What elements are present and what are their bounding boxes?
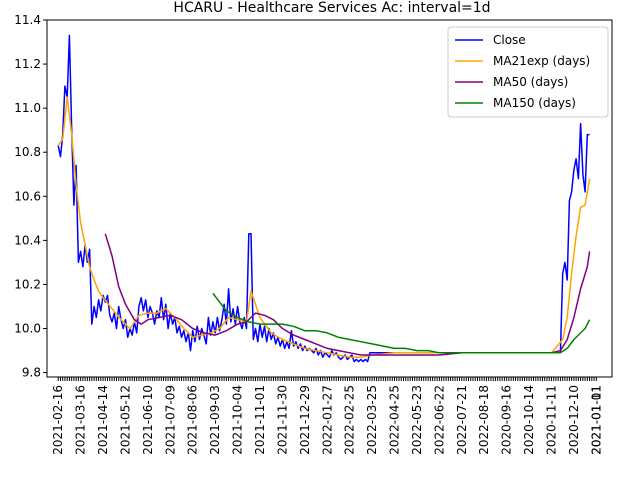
y-tick-label: 11.2: [14, 57, 41, 71]
legend-frame: [447, 26, 609, 118]
legend: Close MA21exp (days) MA50 (days) MA150 (day…: [447, 26, 609, 118]
x-tick-label: 2020-10-14: [522, 385, 536, 455]
x-tick-label: 2021-05-12: [119, 385, 133, 455]
x-tick-label: 2021-11-01: [253, 385, 267, 455]
legend-label-0: Close: [493, 33, 526, 47]
y-tick-label: 10.4: [14, 233, 41, 247]
x-tick-label: 2022-01-27: [320, 385, 334, 455]
x-tick-label: 2020-12-10: [567, 385, 581, 455]
series-line-3: [212, 292, 591, 354]
x-tick-label: 2021-06-10: [141, 385, 155, 455]
plot-frame: [46, 19, 613, 378]
x-tick-label: 2021-04-14: [96, 385, 110, 455]
series-line-2: [104, 233, 591, 356]
y-tick-label: 10.8: [14, 145, 41, 159]
x-tick-label: 2022-08-18: [477, 385, 491, 455]
y-tick-label: 11.0: [14, 101, 41, 115]
x-tick-label: 2022-06-22: [432, 385, 446, 455]
legend-label-1: MA21exp (days): [493, 54, 590, 68]
x-tick-label: 2022-05-23: [410, 385, 424, 455]
x-tick-label: 2022-04-25: [388, 385, 402, 455]
y-tick-label: 10.2: [14, 277, 41, 291]
y-tick-label: 10.6: [14, 189, 41, 203]
x-tick-label: 2021-02-16: [51, 385, 65, 455]
legend-label-3: MA150 (days): [493, 96, 576, 110]
x-tick-label: 2022-03-25: [365, 385, 379, 455]
chart-title: HCARU - Healthcare Services Ac: interval…: [173, 0, 490, 16]
x-tick-label: 2021-01-11: [589, 385, 603, 455]
x-tick-label: 2020-11-11: [545, 385, 559, 455]
x-tick-label: 2021-12-29: [298, 385, 312, 455]
x-tick-label: 2021-09-03: [208, 385, 222, 455]
x-tick-label: 2020-09-16: [500, 385, 514, 455]
legend-label-2: MA50 (days): [493, 75, 568, 89]
x-tick-label: 2021-01-01: [589, 385, 603, 455]
x-tick-label: 2022-07-21: [455, 385, 469, 455]
y-tick-label: 9.8: [22, 366, 41, 380]
y-tick-label: 11.4: [14, 13, 41, 27]
y-tick-label: 10.0: [14, 322, 41, 336]
axis-layer: 9.8 10.0 10.2 10.4 10.6 10.8 11.0 11.2 11.4 2021-…: [14, 13, 603, 455]
x-tick-label: 2021-11-30: [275, 385, 289, 455]
x-tick-label: 2021-08-06: [186, 385, 200, 455]
x-tick-label: 2021-07-09: [163, 385, 177, 455]
x-tick-label: 2021-10-04: [231, 385, 245, 455]
x-tick-label: 2022-02-25: [343, 385, 357, 455]
x-tick-label: 2021-03-16: [74, 385, 88, 455]
series-layer: [57, 34, 591, 363]
